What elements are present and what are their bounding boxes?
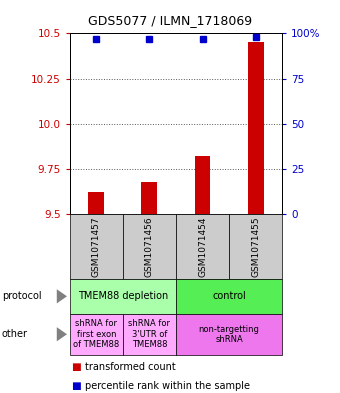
Text: non-targetting
shRNA: non-targetting shRNA (199, 325, 259, 344)
Bar (141, 182, 157, 214)
Text: shRNA for
first exon
of TMEM88: shRNA for first exon of TMEM88 (73, 320, 119, 349)
Text: ■: ■ (71, 381, 81, 391)
Text: ■: ■ (71, 362, 81, 372)
Text: transformed count: transformed count (85, 362, 176, 372)
Bar (194, 156, 210, 214)
Text: GSM1071455: GSM1071455 (251, 216, 260, 277)
Text: protocol: protocol (2, 291, 41, 301)
Text: GSM1071456: GSM1071456 (145, 216, 154, 277)
Text: percentile rank within the sample: percentile rank within the sample (85, 381, 250, 391)
Text: TMEM88 depletion: TMEM88 depletion (78, 291, 168, 301)
Bar (248, 42, 264, 214)
Text: GSM1071454: GSM1071454 (198, 217, 207, 277)
Text: GDS5077 / ILMN_1718069: GDS5077 / ILMN_1718069 (88, 14, 252, 27)
Bar (88, 193, 104, 214)
Text: GSM1071457: GSM1071457 (92, 216, 101, 277)
Text: control: control (212, 291, 246, 301)
Text: shRNA for
3'UTR of
TMEM88: shRNA for 3'UTR of TMEM88 (129, 320, 170, 349)
Text: other: other (2, 329, 28, 339)
